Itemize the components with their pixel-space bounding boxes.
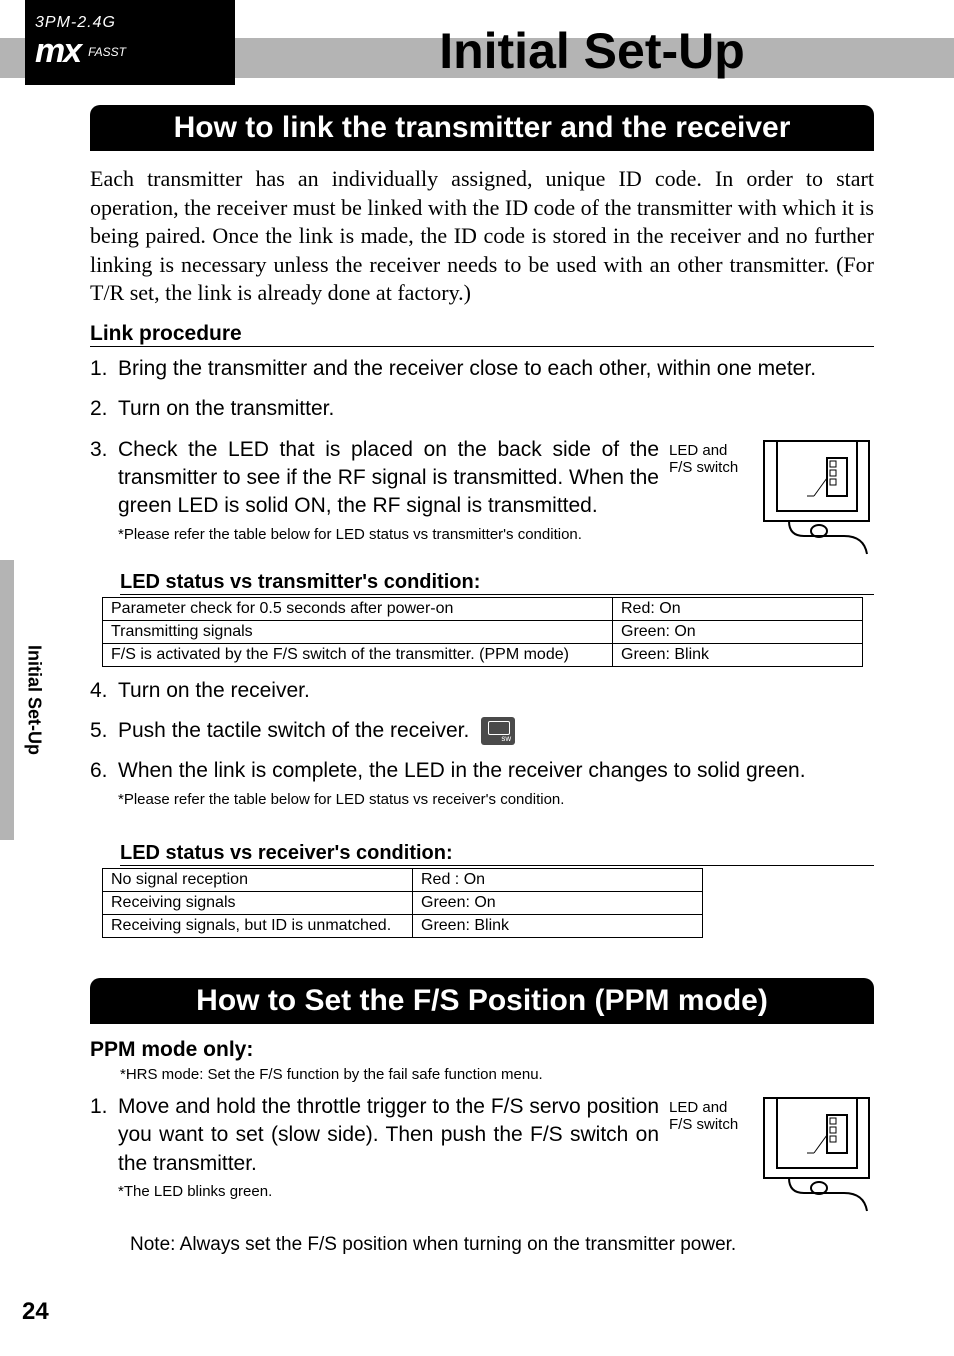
step-num: 4.	[90, 677, 118, 705]
step-5: 5. Push the tactile switch of the receiv…	[90, 717, 874, 745]
step-2: 2. Turn on the transmitter.	[90, 395, 874, 423]
step-num: 1.	[90, 1093, 118, 1202]
step-body: Turn on the transmitter.	[118, 395, 874, 423]
step-4: 4. Turn on the receiver.	[90, 677, 874, 705]
table-row: Receiving signalsGreen: On	[103, 892, 703, 915]
step-body: When the link is complete, the LED in th…	[118, 759, 806, 782]
diagram-label: LED and F/S switch	[669, 1093, 749, 1133]
table-row: No signal receptionRed : On	[103, 869, 703, 892]
step-footnote: *Please refer the table below for LED st…	[118, 525, 659, 545]
step-footnote: *The LED blinks green.	[118, 1182, 659, 1202]
ppm-footnote: *HRS mode: Set the F/S function by the f…	[120, 1066, 874, 1083]
side-gray-tab	[0, 560, 14, 840]
section1-title: How to link the transmitter and the rece…	[90, 105, 874, 151]
page-number: 24	[22, 1298, 49, 1326]
transmitter-back-icon	[759, 436, 874, 561]
fs-note: Note: Always set the F/S position when t…	[130, 1234, 874, 1256]
step-num: 5.	[90, 717, 118, 745]
fs-step-1: 1. Move and hold the throttle trigger to…	[90, 1093, 659, 1202]
step-body: Move and hold the throttle trigger to th…	[118, 1095, 659, 1175]
step-3: 3. Check the LED that is placed on the b…	[90, 436, 659, 545]
table-row: Receiving signals, but ID is unmatched.G…	[103, 915, 703, 938]
page-title: Initial Set-Up	[260, 22, 924, 80]
side-tab: Initial Set-Up	[20, 630, 48, 770]
step-body: Check the LED that is placed on the back…	[118, 438, 659, 518]
ppm-mode-heading: PPM mode only:	[90, 1038, 874, 1062]
step-body: Bring the transmitter and the receiver c…	[118, 355, 874, 383]
step-num: 2.	[90, 395, 118, 423]
tx-table-title: LED status vs transmitter's condition:	[120, 571, 874, 595]
header: 3PM-2.4G mx FASST Initial Set-Up	[0, 0, 954, 85]
step-footnote: *Please refer the table below for LED st…	[118, 790, 874, 810]
logo-box: 3PM-2.4G mx FASST	[25, 0, 235, 85]
side-tab-text: Initial Set-Up	[24, 645, 45, 755]
section1-intro: Each transmitter has an individually ass…	[90, 165, 874, 308]
step-6: 6. When the link is complete, the LED in…	[90, 757, 874, 810]
rx-led-table: No signal receptionRed : On Receiving si…	[102, 868, 703, 938]
tx-led-table: Parameter check for 0.5 seconds after po…	[102, 597, 863, 667]
table-row: Parameter check for 0.5 seconds after po…	[103, 597, 863, 620]
model-mx: mx	[35, 32, 80, 71]
rx-table-title: LED status vs receiver's condition:	[120, 842, 874, 866]
model-code: 3PM-2.4G	[35, 14, 225, 32]
step-num: 1.	[90, 355, 118, 383]
transmitter-back-icon	[759, 1093, 874, 1218]
link-procedure-heading: Link procedure	[90, 322, 874, 347]
step-body: Turn on the receiver.	[118, 677, 874, 705]
step-body: Push the tactile switch of the receiver.	[118, 719, 469, 742]
table-row: Transmitting signalsGreen: On	[103, 620, 863, 643]
step-1: 1. Bring the transmitter and the receive…	[90, 355, 874, 383]
section2-title: How to Set the F/S Position (PPM mode)	[90, 978, 874, 1024]
diagram-label: LED and F/S switch	[669, 436, 749, 476]
step-num: 3.	[90, 436, 118, 545]
tactile-switch-icon	[481, 717, 515, 745]
fasst-badge: FASST	[88, 45, 126, 59]
table-row: F/S is activated by the F/S switch of th…	[103, 643, 863, 666]
step-num: 6.	[90, 757, 118, 810]
